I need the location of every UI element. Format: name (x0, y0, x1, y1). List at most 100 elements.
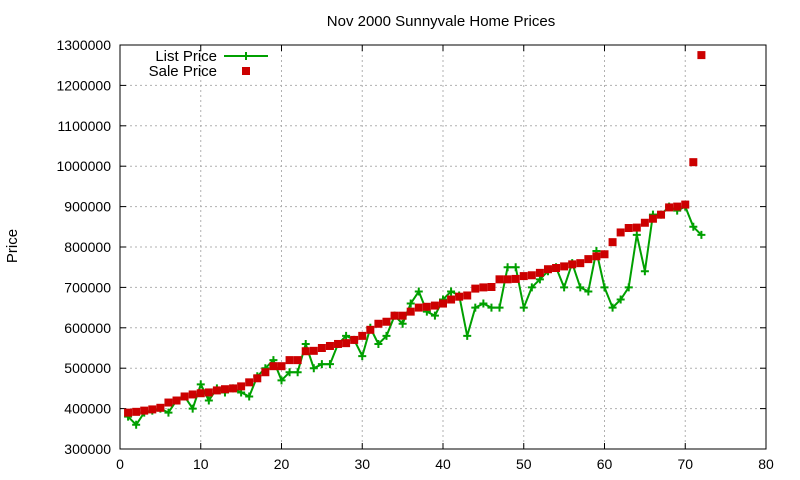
sale-price-point (164, 398, 173, 407)
list-price-point (430, 311, 439, 320)
sale-price-point (519, 272, 528, 281)
legend-marker-sale-price (242, 67, 250, 75)
sale-price-point (350, 335, 359, 344)
sale-price-point (196, 389, 205, 398)
sale-price-point (229, 384, 238, 393)
y-tick-label: 700000 (64, 279, 111, 295)
sale-price-point (374, 319, 383, 328)
sale-price-point (535, 268, 544, 277)
list-price-point (471, 303, 480, 312)
sale-price-point (156, 403, 165, 412)
sale-price-point (220, 385, 229, 394)
sale-price-point (212, 386, 221, 395)
x-tick-label: 70 (677, 456, 693, 472)
y-tick-label: 800000 (64, 239, 111, 255)
list-price-point (285, 368, 294, 377)
list-price-point (196, 380, 205, 389)
y-tick-label: 400000 (64, 401, 111, 417)
list-price-point (277, 376, 286, 385)
sale-price-point (172, 396, 181, 405)
list-price-point (317, 360, 326, 369)
x-tick-label: 50 (516, 456, 532, 472)
sale-price-point (439, 299, 447, 308)
sale-price-point (640, 218, 649, 227)
sale-price-point (204, 388, 213, 397)
sale-price-point (422, 302, 431, 311)
sale-price-point (592, 252, 601, 261)
x-tick-label: 30 (354, 456, 370, 472)
sale-price-point (390, 311, 399, 320)
list-price-point (503, 263, 512, 272)
sale-price-point (342, 339, 351, 348)
legend-label-list-price: List Price (155, 48, 217, 65)
y-axis-label: Price (4, 229, 21, 263)
sale-price-point (148, 405, 157, 414)
sale-price-point (697, 51, 706, 60)
list-price-point (398, 319, 407, 328)
sale-price-point (398, 311, 407, 320)
sale-price-point (269, 362, 278, 371)
sale-price-point (648, 214, 657, 223)
sale-price-point (665, 203, 674, 212)
x-tick-label: 0 (116, 456, 124, 472)
list-price-point (309, 364, 318, 373)
sale-price-point (301, 347, 310, 356)
list-price-point (600, 283, 609, 292)
sale-price-point (487, 282, 496, 291)
list-price-point (414, 287, 423, 296)
sale-price-point (237, 382, 246, 391)
list-price-point (132, 420, 141, 429)
chart-title: Nov 2000 Sunnyvale Home Prices (327, 13, 555, 30)
plot-area (119, 44, 767, 450)
sale-price-point (503, 275, 512, 284)
sale-price-point (245, 378, 254, 387)
series-layer (124, 51, 706, 429)
sale-price-point (366, 325, 375, 334)
sale-price-point (511, 274, 520, 283)
list-price-point (406, 299, 415, 308)
sale-price-point (285, 356, 294, 365)
legend-label-sale-price: Sale Price (149, 63, 217, 80)
sale-price-point (495, 275, 504, 284)
list-price-point (342, 331, 351, 340)
sale-price-point (325, 341, 334, 350)
sale-price-point (253, 374, 262, 383)
list-price-point (608, 303, 617, 312)
list-price-point (495, 303, 504, 312)
sale-price-point (309, 346, 318, 355)
x-tick-label: 40 (435, 456, 451, 472)
sale-price-point (543, 265, 552, 274)
y-tick-label: 1300000 (56, 37, 111, 53)
y-tick-label: 1000000 (56, 158, 111, 174)
list-price-point (632, 230, 641, 239)
sale-price-point (447, 295, 456, 304)
sale-price-point (414, 303, 423, 312)
list-price-point (204, 396, 213, 405)
list-price-point (527, 283, 536, 292)
y-tick-label: 300000 (64, 441, 111, 457)
sale-price-point (124, 408, 133, 417)
sale-price-point (568, 260, 577, 269)
sale-price-point (382, 317, 391, 326)
list-price-point (697, 230, 706, 239)
sale-price-point (140, 406, 149, 415)
y-tick-label: 1100000 (58, 118, 112, 134)
list-price-point (640, 267, 649, 276)
x-tick-label: 60 (597, 456, 613, 472)
list-price-point (689, 222, 698, 231)
sale-price-point (552, 264, 561, 273)
sale-price-point (576, 259, 585, 268)
sale-price-point (293, 356, 302, 365)
sale-price-point (132, 407, 141, 416)
list-price-point (164, 408, 173, 417)
list-price-point (188, 404, 197, 413)
sale-price-point (624, 224, 633, 233)
sale-price-point (261, 368, 270, 377)
list-price-point (576, 283, 585, 292)
sale-price-point (527, 271, 536, 280)
list-price-point (479, 299, 488, 308)
list-price-point (358, 352, 367, 361)
sale-price-point (616, 228, 625, 237)
list-price-point (519, 303, 528, 312)
list-price-point (293, 368, 302, 377)
